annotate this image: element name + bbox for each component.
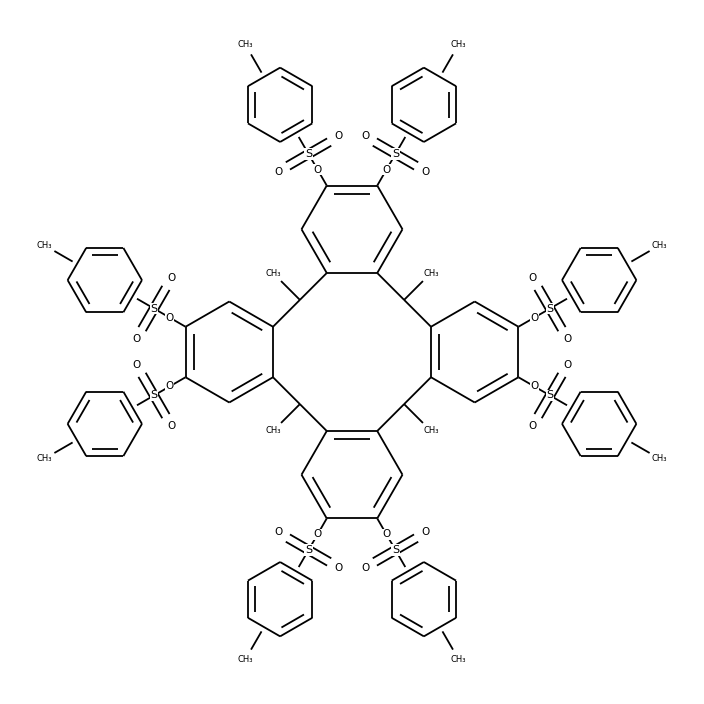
Text: CH₃: CH₃: [423, 427, 439, 435]
Text: O: O: [132, 334, 141, 344]
Text: O: O: [274, 527, 282, 537]
Text: CH₃: CH₃: [238, 40, 253, 49]
Text: S: S: [546, 391, 553, 401]
Text: O: O: [382, 529, 391, 539]
Text: O: O: [165, 382, 174, 391]
Text: O: O: [165, 313, 174, 322]
Text: S: S: [305, 149, 312, 159]
Text: O: O: [168, 273, 175, 283]
Text: O: O: [422, 167, 430, 177]
Text: O: O: [168, 421, 175, 431]
Text: O: O: [563, 334, 572, 344]
Text: S: S: [546, 303, 553, 313]
Text: O: O: [529, 421, 536, 431]
Text: O: O: [382, 165, 391, 175]
Text: CH₃: CH₃: [265, 269, 281, 277]
Text: S: S: [392, 149, 399, 159]
Text: O: O: [361, 562, 369, 572]
Text: O: O: [530, 382, 539, 391]
Text: O: O: [132, 360, 141, 370]
Text: CH₃: CH₃: [238, 655, 253, 664]
Text: O: O: [529, 273, 536, 283]
Text: CH₃: CH₃: [423, 269, 439, 277]
Text: S: S: [151, 303, 158, 313]
Text: O: O: [530, 313, 539, 322]
Text: CH₃: CH₃: [265, 427, 281, 435]
Text: CH₃: CH₃: [652, 454, 667, 463]
Text: O: O: [335, 132, 343, 142]
Text: S: S: [151, 391, 158, 401]
Text: CH₃: CH₃: [652, 241, 667, 250]
Text: O: O: [422, 527, 430, 537]
Text: O: O: [335, 562, 343, 572]
Text: O: O: [313, 165, 322, 175]
Text: S: S: [305, 545, 312, 555]
Text: CH₃: CH₃: [451, 40, 466, 49]
Text: CH₃: CH₃: [451, 655, 466, 664]
Text: O: O: [313, 529, 322, 539]
Text: S: S: [392, 545, 399, 555]
Text: O: O: [274, 167, 282, 177]
Text: CH₃: CH₃: [37, 241, 52, 250]
Text: O: O: [361, 132, 369, 142]
Text: O: O: [563, 360, 572, 370]
Text: CH₃: CH₃: [37, 454, 52, 463]
